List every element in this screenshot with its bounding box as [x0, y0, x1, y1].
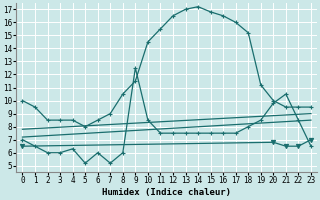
X-axis label: Humidex (Indice chaleur): Humidex (Indice chaleur): [102, 188, 231, 197]
